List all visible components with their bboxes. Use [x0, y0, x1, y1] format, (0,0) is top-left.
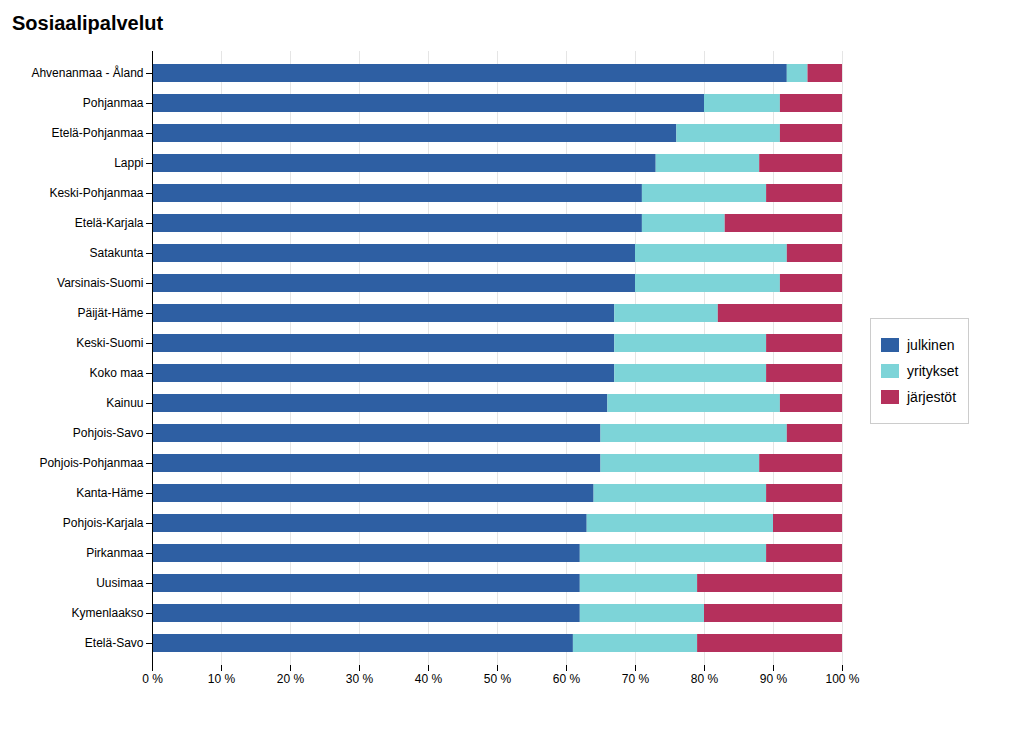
- svg-text:Pohjois-Pohjanmaa: Pohjois-Pohjanmaa: [39, 456, 143, 470]
- html-text:julkinen: julkinen: [907, 337, 955, 353]
- svg-text:0 %: 0 %: [142, 672, 163, 686]
- svg-text:70 %: 70 %: [622, 672, 650, 686]
- html-text:yritykset: yritykset: [907, 363, 959, 379]
- svg-text:Keski-Suomi: Keski-Suomi: [76, 336, 143, 350]
- html-text:Sosiaalipalvelut: Sosiaalipalvelut: [12, 12, 164, 34]
- svg-text:100 %: 100 %: [825, 672, 859, 686]
- svg-text:40 %: 40 %: [415, 672, 443, 686]
- svg-text:Ahvenanmaa - Åland: Ahvenanmaa - Åland: [31, 65, 143, 80]
- svg-text:10 %: 10 %: [208, 672, 236, 686]
- svg-text:Kymenlaakso: Kymenlaakso: [71, 606, 143, 620]
- svg-text:80 %: 80 %: [691, 672, 719, 686]
- svg-text:Päijät-Häme: Päijät-Häme: [77, 306, 143, 320]
- svg-text:Kanta-Häme: Kanta-Häme: [76, 486, 144, 500]
- svg-text:Pohjois-Karjala: Pohjois-Karjala: [63, 516, 144, 530]
- svg-text:Satakunta: Satakunta: [89, 246, 143, 260]
- svg-text:90 %: 90 %: [760, 672, 788, 686]
- svg-text:30 %: 30 %: [346, 672, 374, 686]
- svg-text:Etelä-Savo: Etelä-Savo: [85, 636, 144, 650]
- html-text:järjestöt: järjestöt: [907, 389, 956, 405]
- svg-text:Varsinais-Suomi: Varsinais-Suomi: [57, 276, 143, 290]
- svg-text:Uusimaa: Uusimaa: [96, 576, 144, 590]
- svg-text:50 %: 50 %: [484, 672, 512, 686]
- svg-text:20 %: 20 %: [277, 672, 305, 686]
- svg-text:Etelä-Karjala: Etelä-Karjala: [75, 216, 144, 230]
- svg-text:Lappi: Lappi: [114, 156, 143, 170]
- svg-text:Pirkanmaa: Pirkanmaa: [86, 546, 144, 560]
- svg-text:Pohjanmaa: Pohjanmaa: [83, 96, 144, 110]
- svg-text:Koko maa: Koko maa: [89, 366, 143, 380]
- svg-text:Etelä-Pohjanmaa: Etelä-Pohjanmaa: [51, 126, 143, 140]
- svg-text:Kainuu: Kainuu: [106, 396, 143, 410]
- svg-text:Keski-Pohjanmaa: Keski-Pohjanmaa: [49, 186, 143, 200]
- svg-text:Pohjois-Savo: Pohjois-Savo: [73, 426, 144, 440]
- svg-text:60 %: 60 %: [553, 672, 581, 686]
